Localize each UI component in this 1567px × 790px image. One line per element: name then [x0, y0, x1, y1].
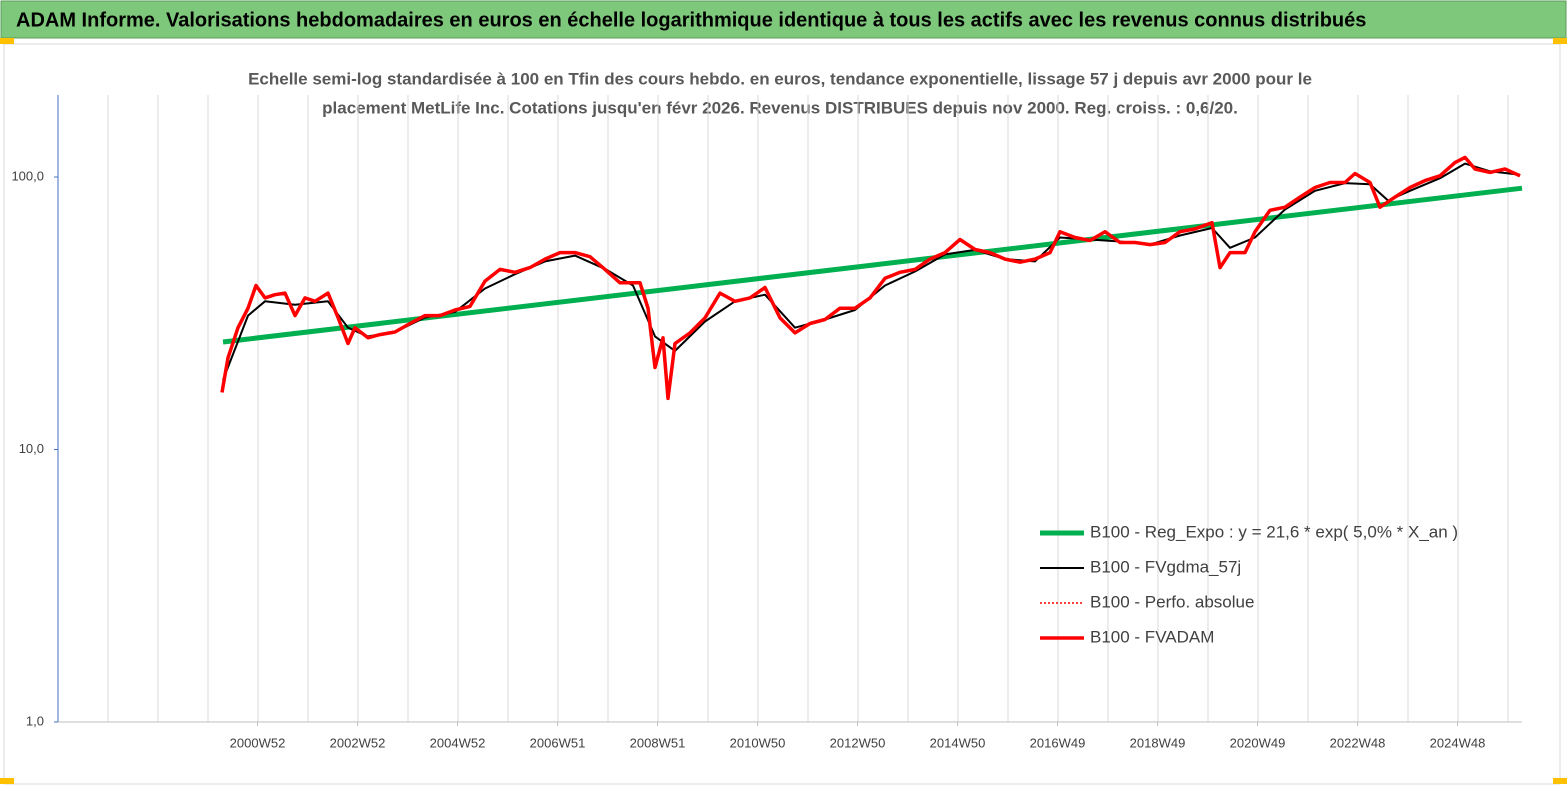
- x-tick-label: 2002W52: [330, 735, 386, 750]
- x-tick-label: 2010W50: [730, 735, 786, 750]
- x-tick-label: 2014W50: [930, 735, 986, 750]
- corner: [1553, 38, 1567, 44]
- corner: [1553, 778, 1567, 784]
- chart-title: ADAM Informe. Valorisations hebdomadaire…: [16, 9, 1366, 31]
- x-tick-label: 2000W52: [230, 735, 286, 750]
- x-tick-label: 2022W48: [1330, 735, 1386, 750]
- x-tick-label: 2024W48: [1430, 735, 1486, 750]
- y-tick-label: 10,0: [19, 441, 44, 456]
- y-tick-label: 1,0: [26, 713, 44, 728]
- x-tick-label: 2012W50: [830, 735, 886, 750]
- corner: [0, 778, 14, 784]
- x-tick-label: 2004W52: [430, 735, 486, 750]
- legend-label: B100 - FVADAM: [1090, 627, 1214, 646]
- x-tick-label: 2016W49: [1030, 735, 1086, 750]
- x-tick-label: 2020W49: [1230, 735, 1286, 750]
- x-tick-label: 2008W51: [630, 735, 686, 750]
- legend-label: B100 - Reg_Expo : y = 21,6 * exp( 5,0% *…: [1090, 522, 1458, 541]
- subtitle: Echelle semi-log standardisée à 100 en T…: [248, 69, 1312, 88]
- chart-frame: [3, 43, 1561, 785]
- series-line: [220, 155, 1521, 401]
- legend-label: B100 - Perfo. absolue: [1090, 592, 1254, 611]
- x-tick-label: 2006W51: [530, 735, 586, 750]
- y-tick-label: 100,0: [11, 168, 44, 183]
- subtitle: placement MetLife Inc. Cotations jusqu'e…: [322, 98, 1238, 117]
- corner: [0, 38, 14, 44]
- legend-label: B100 - FVgdma_57j: [1090, 557, 1241, 576]
- x-tick-label: 2018W49: [1130, 735, 1186, 750]
- header-bar: [0, 0, 1567, 39]
